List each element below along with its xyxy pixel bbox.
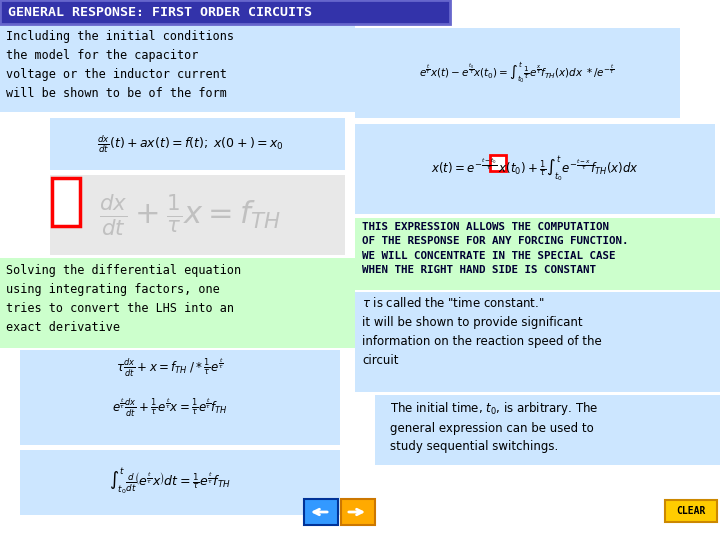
- FancyBboxPatch shape: [0, 0, 450, 24]
- Text: $e^{\frac{t}{\tau}}x(t) - e^{\frac{t_0}{\tau}}x(t_0) = \int_{t_0}^{t}\frac{1}{\t: $e^{\frac{t}{\tau}}x(t) - e^{\frac{t_0}{…: [419, 60, 615, 85]
- FancyBboxPatch shape: [665, 500, 717, 522]
- Text: $e^{\frac{t}{\tau}}\frac{dx}{dt} + \frac{1}{\tau}e^{\frac{t}{\tau}}x = \frac{1}{: $e^{\frac{t}{\tau}}\frac{dx}{dt} + \frac…: [112, 397, 228, 419]
- FancyBboxPatch shape: [20, 350, 340, 445]
- FancyBboxPatch shape: [0, 0, 450, 24]
- Text: The initial time, $t_0$, is arbitrary. The
general expression can be used to
stu: The initial time, $t_0$, is arbitrary. T…: [390, 400, 598, 453]
- FancyBboxPatch shape: [355, 28, 680, 118]
- FancyBboxPatch shape: [341, 499, 375, 525]
- Text: Solving the differential equation
using integrating factors, one
tries to conver: Solving the differential equation using …: [6, 264, 241, 334]
- FancyBboxPatch shape: [50, 175, 345, 255]
- Text: Including the initial conditions
the model for the capacitor
voltage or the indu: Including the initial conditions the mod…: [6, 30, 234, 100]
- Text: GENERAL RESPONSE: FIRST ORDER CIRCUITS: GENERAL RESPONSE: FIRST ORDER CIRCUITS: [8, 5, 312, 18]
- FancyBboxPatch shape: [375, 395, 720, 465]
- Text: $\int_{t_0}^{t}\frac{d}{dt}\!\left(e^{\frac{t}{\tau}}x\right)dt = \frac{1}{\tau}: $\int_{t_0}^{t}\frac{d}{dt}\!\left(e^{\f…: [109, 467, 231, 497]
- FancyBboxPatch shape: [355, 218, 720, 290]
- Text: CLEAR: CLEAR: [676, 506, 706, 516]
- FancyBboxPatch shape: [52, 178, 80, 226]
- FancyBboxPatch shape: [355, 124, 715, 214]
- Text: $x(t) = e^{-\frac{t-t_0}{\tau}}\,x(t_0) + \frac{1}{\tau}\int_{t_0}^{t} e^{-\frac: $x(t) = e^{-\frac{t-t_0}{\tau}}\,x(t_0) …: [431, 154, 639, 184]
- FancyBboxPatch shape: [304, 499, 338, 525]
- Text: $\tau$ is called the "time constant."
it will be shown to provide significant
in: $\tau$ is called the "time constant." it…: [362, 296, 602, 367]
- FancyBboxPatch shape: [355, 292, 720, 392]
- FancyBboxPatch shape: [0, 258, 355, 348]
- Text: THIS EXPRESSION ALLOWS THE COMPUTATION
OF THE RESPONSE FOR ANY FORCING FUNCTION.: THIS EXPRESSION ALLOWS THE COMPUTATION O…: [362, 222, 629, 275]
- Text: $\tau\frac{dx}{dt} + x = f_{TH} \;/*\frac{1}{\tau}e^{\frac{t}{\tau}}$: $\tau\frac{dx}{dt} + x = f_{TH} \;/*\fra…: [116, 357, 224, 379]
- FancyBboxPatch shape: [490, 155, 506, 171]
- FancyBboxPatch shape: [50, 118, 345, 170]
- Text: $\frac{dx}{dt} + \frac{1}{\tau}x = f_{TH}$: $\frac{dx}{dt} + \frac{1}{\tau}x = f_{TH…: [99, 192, 281, 238]
- FancyBboxPatch shape: [0, 24, 355, 112]
- Text: $\frac{dx}{dt}(t) + ax(t) = f(t);\; x(0+) = x_0$: $\frac{dx}{dt}(t) + ax(t) = f(t);\; x(0+…: [96, 133, 283, 155]
- FancyBboxPatch shape: [20, 450, 340, 515]
